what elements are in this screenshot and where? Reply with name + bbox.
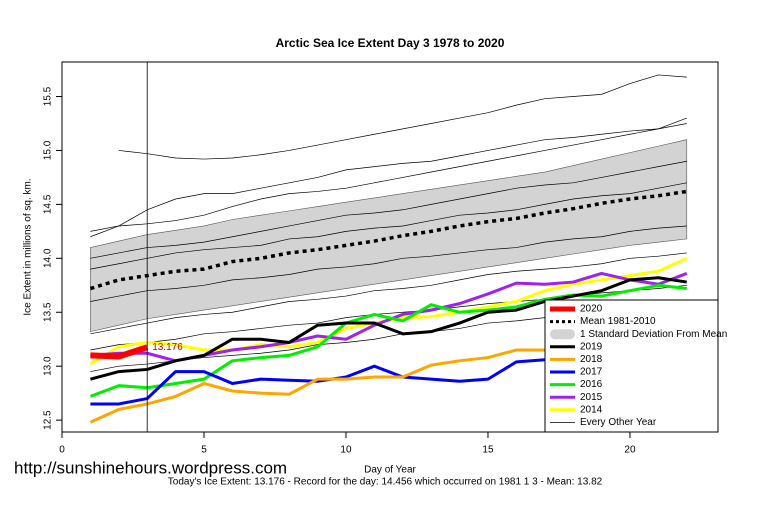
legend-label: 2017 [580, 367, 603, 378]
other-year-line [90, 225, 687, 302]
other-year-line [90, 160, 687, 259]
plot-frame [61, 61, 719, 433]
std-band [90, 139, 688, 333]
legend-label: 2016 [580, 379, 603, 390]
series-line [89, 283, 687, 398]
y-tick-label: 13.5 [43, 302, 54, 322]
y-tick-label: 15.0 [43, 140, 54, 160]
legend-label: 1 Standard Deviation From Mean [580, 329, 727, 340]
series-line [89, 189, 688, 291]
x-tick-label: 10 [340, 445, 352, 456]
other-year-line [90, 123, 687, 232]
legend-label: Mean 1981-2010 [580, 316, 656, 327]
other-year-line [90, 117, 687, 238]
x-tick-label: 0 [59, 445, 65, 456]
legend-label: 2020 [580, 304, 603, 315]
series-line [90, 344, 149, 360]
y-axis-label: Ice Extent in millions of sq. km. [23, 178, 34, 315]
other-year-line [90, 182, 687, 270]
series-line [90, 276, 687, 381]
legend-label: Every Other Year [580, 417, 657, 428]
other-year-line [118, 74, 687, 160]
chart-title: Arctic Sea Ice Extent Day 3 1978 to 2020 [276, 36, 505, 50]
legend-swatch [550, 329, 575, 340]
annotation: 13.176 [152, 342, 183, 353]
watermark: http://sunshinehours.wordpress.com [14, 458, 287, 477]
y-tick-label: 15.5 [43, 86, 54, 106]
x-axis-label: Day of Year [364, 465, 416, 476]
y-tick-label: 14.0 [43, 248, 54, 268]
y-tick-label: 12.5 [43, 410, 54, 430]
footer: Today's Ice Extent: 13.176 - Record for … [168, 477, 603, 488]
legend-label: 2018 [580, 354, 603, 365]
legend-label: 2014 [580, 404, 603, 415]
y-tick-label: 13.0 [43, 356, 54, 376]
legend-label: 2015 [580, 392, 603, 403]
legend-label: 2019 [580, 341, 603, 352]
x-tick-label: 5 [201, 445, 207, 456]
x-tick-label: 15 [482, 445, 494, 456]
other-year-line [90, 252, 687, 335]
x-tick-label: 20 [624, 445, 636, 456]
y-tick-label: 14.5 [43, 194, 54, 214]
